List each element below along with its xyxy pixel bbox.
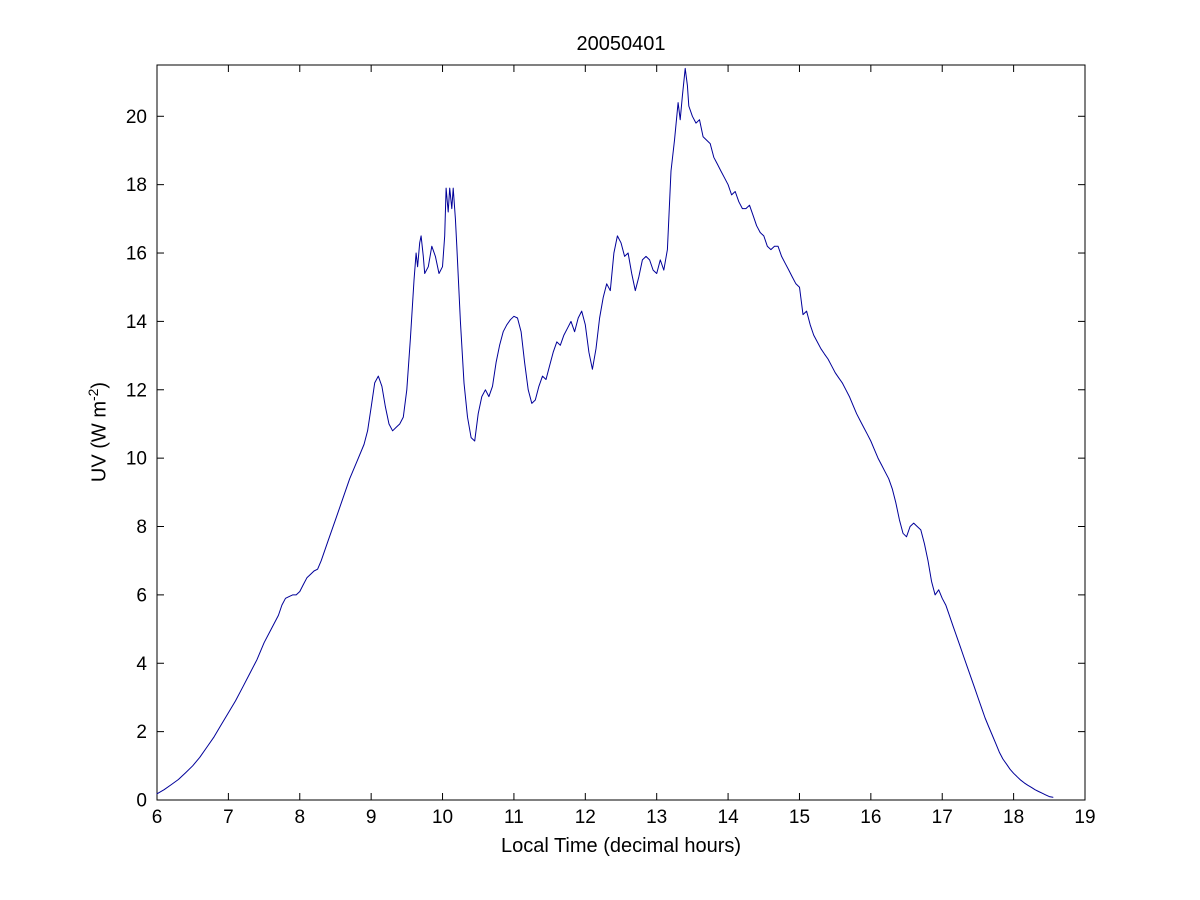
y-axis-label-exponent: -2 (84, 388, 101, 402)
y-tick-label: 6 (136, 585, 147, 606)
y-axis-label: UV (W m-2) (85, 381, 112, 483)
x-tick-label: 9 (366, 807, 377, 828)
x-tick-label: 16 (860, 807, 881, 828)
uv-series-line (156, 67, 1054, 798)
y-tick-label: 10 (126, 449, 147, 470)
x-tick-label: 12 (575, 807, 596, 828)
x-tick-label: 18 (1003, 807, 1024, 828)
y-axis-label-suffix: ) (88, 381, 111, 389)
y-tick-label: 0 (136, 791, 147, 812)
x-tick-label: 19 (1074, 807, 1095, 828)
x-tick-label: 6 (152, 807, 163, 828)
plot-axes-box (156, 64, 1086, 801)
y-axis-label-prefix: UV (W m (88, 401, 111, 483)
x-tick-label: 7 (223, 807, 234, 828)
y-tick-label: 12 (126, 380, 147, 401)
x-tick-label: 13 (646, 807, 667, 828)
x-axis-label: Local Time (decimal hours) (500, 835, 742, 857)
x-tick-label: 14 (718, 807, 740, 828)
chart-title: 20050401 (576, 33, 666, 55)
y-tick-label: 8 (136, 517, 147, 538)
y-tick-label: 20 (126, 107, 147, 128)
y-tick-label: 16 (126, 244, 147, 265)
y-tick-label: 4 (136, 654, 147, 675)
y-tick-label: 14 (126, 312, 148, 333)
x-tick-label: 17 (932, 807, 953, 828)
y-tick-label: 2 (136, 722, 147, 743)
x-tick-label: 15 (789, 807, 810, 828)
x-tick-label: 10 (432, 807, 453, 828)
x-tick-label: 11 (504, 807, 524, 828)
x-tick-label: 8 (294, 807, 305, 828)
y-tick-label: 18 (126, 175, 147, 196)
